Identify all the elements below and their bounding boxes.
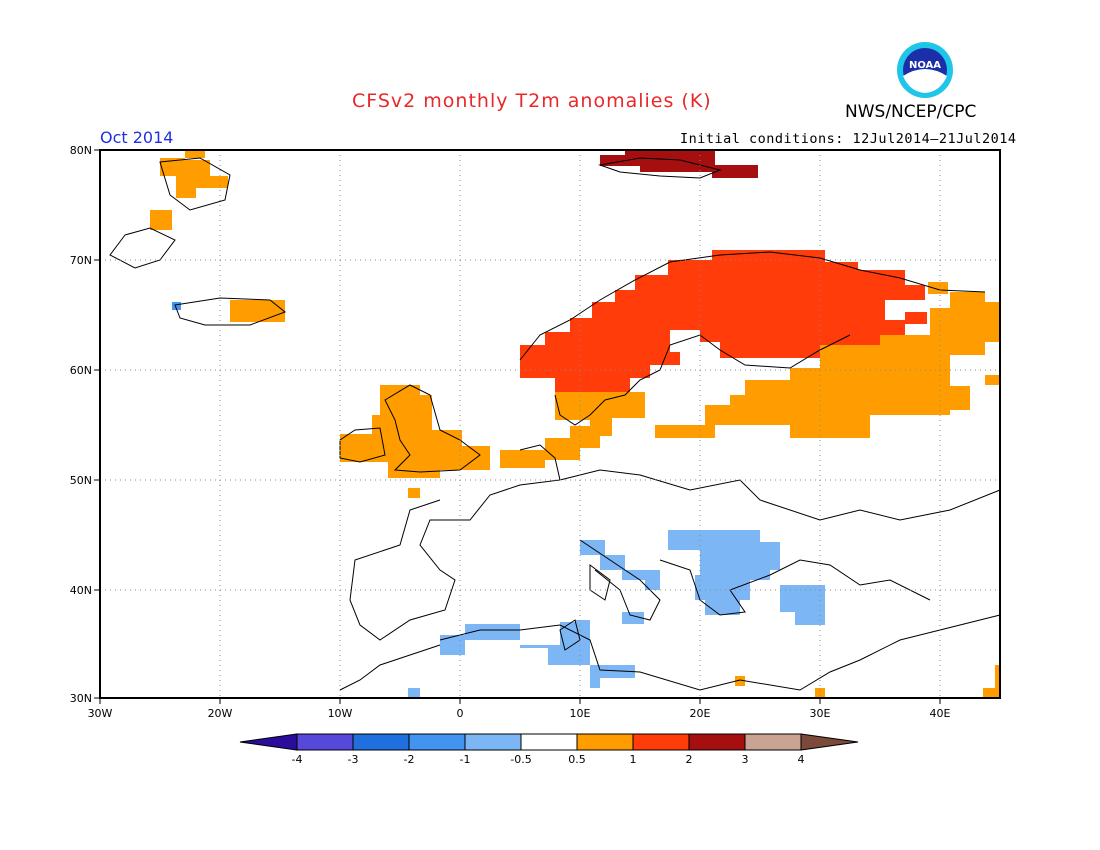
colorbar-segment bbox=[408, 733, 466, 751]
colorbar-label: 2 bbox=[686, 753, 693, 766]
lat-label: 40N bbox=[70, 584, 92, 597]
lon-label: 30E bbox=[810, 707, 831, 720]
colorbar-segment bbox=[744, 733, 802, 751]
lat-label: 70N bbox=[70, 254, 92, 267]
colorbar-segment bbox=[352, 733, 410, 751]
lat-label: 60N bbox=[70, 364, 92, 377]
anomaly-iceland bbox=[230, 300, 285, 322]
anomaly-cells bbox=[150, 150, 1000, 698]
colorbar-segment bbox=[464, 733, 522, 751]
latitude-labels: 80N 70N 60N 50N 40N 30N bbox=[70, 144, 92, 705]
month-label: Oct 2014 bbox=[100, 128, 174, 147]
colorbar-label: -4 bbox=[292, 753, 303, 766]
colorbar-label: -2 bbox=[404, 753, 415, 766]
colorbar-labels: -4 -3 -2 -1 -0.5 0.5 1 2 3 4 bbox=[292, 753, 805, 766]
lon-label: 0 bbox=[457, 707, 464, 720]
colorbar bbox=[239, 733, 859, 751]
colorbar-label: 1 bbox=[630, 753, 637, 766]
anomaly-scandinavia bbox=[520, 250, 925, 392]
anomaly-greece bbox=[668, 530, 780, 615]
anomaly-british-isles bbox=[340, 385, 490, 478]
anomaly-western-russia bbox=[655, 292, 1000, 438]
colorbar-label: -0.5 bbox=[510, 753, 531, 766]
longitude-labels: 30W 20W 10W 0 10E 20E 30E 40E bbox=[88, 707, 951, 720]
initial-conditions-label: Initial conditions: 12Jul2014–21Jul2014 bbox=[680, 131, 1017, 147]
colorbar-segment bbox=[688, 733, 746, 751]
colorbar-segment bbox=[296, 733, 354, 751]
lon-label: 20W bbox=[208, 707, 233, 720]
colorbar-segment bbox=[239, 733, 298, 751]
organization-label: NWS/NCEP/CPC bbox=[845, 102, 977, 122]
colorbar-segment bbox=[576, 733, 634, 751]
anomaly-north-sea-coast bbox=[500, 426, 600, 468]
anomaly-libya bbox=[590, 665, 635, 688]
lat-label: 30N bbox=[70, 692, 92, 705]
map-title: CFSv2 monthly T2m anomalies (K) bbox=[352, 90, 712, 112]
lon-label: 10E bbox=[570, 707, 591, 720]
anomaly-south-sweden bbox=[555, 392, 645, 436]
lon-label: 10W bbox=[328, 707, 353, 720]
lat-label: 50N bbox=[70, 474, 92, 487]
anomaly-north-africa bbox=[440, 620, 590, 665]
colorbar-segment bbox=[800, 733, 859, 751]
anomaly-turkey bbox=[780, 585, 825, 625]
colorbar-segment bbox=[520, 733, 578, 751]
colorbar-label: -3 bbox=[348, 753, 359, 766]
lon-label: 20E bbox=[690, 707, 711, 720]
anomaly-greenland-south bbox=[150, 210, 172, 230]
map-gridlines bbox=[100, 150, 1000, 698]
anomaly-greenland bbox=[160, 150, 228, 198]
coastlines bbox=[109, 157, 1001, 691]
colorbar-label: 3 bbox=[742, 753, 749, 766]
colorbar-label: 4 bbox=[798, 753, 805, 766]
map-frame bbox=[99, 149, 1001, 699]
anomaly-italy-balkans bbox=[580, 540, 660, 590]
anomaly-svalbard bbox=[600, 150, 758, 178]
lat-label: 80N bbox=[70, 144, 92, 157]
colorbar-segment bbox=[632, 733, 690, 751]
lon-label: 30W bbox=[88, 707, 113, 720]
lon-label: 40E bbox=[930, 707, 951, 720]
anomaly-southeast-corner bbox=[983, 665, 1000, 698]
colorbar-label: -1 bbox=[460, 753, 471, 766]
colorbar-label: 0.5 bbox=[568, 753, 586, 766]
